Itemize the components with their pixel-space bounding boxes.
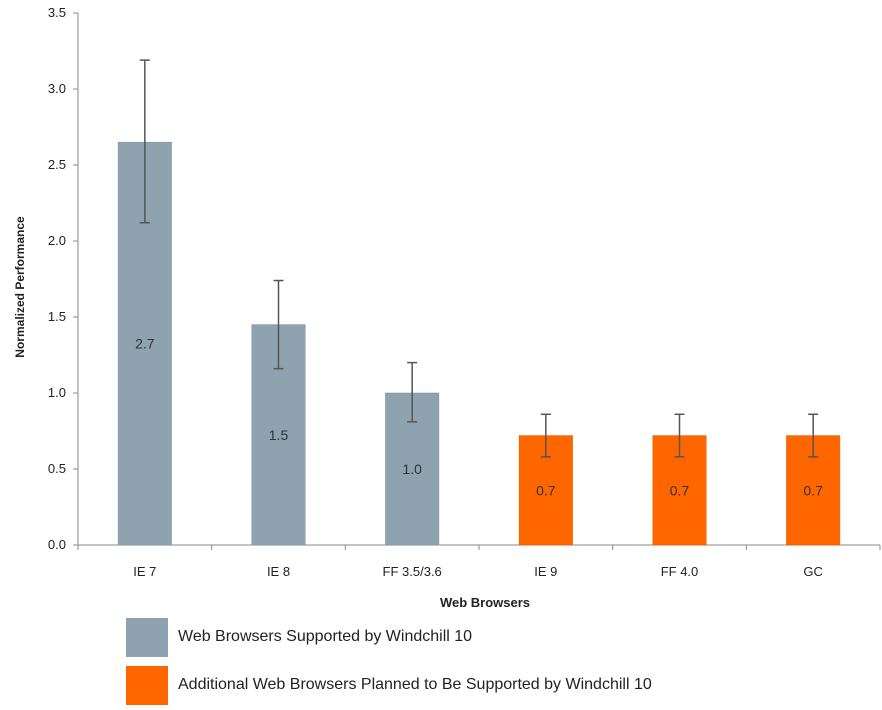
y-tick-label: 1.0 (48, 385, 66, 400)
legend-label-planned: Additional Web Browsers Planned to Be Su… (178, 676, 652, 693)
data-labels: 2.7 1.5 1.0 0.7 0.7 0.7 (135, 336, 823, 499)
legend-label-supported: Web Browsers Supported by Windchill 10 (178, 628, 473, 645)
y-axis: 0.0 0.5 1.0 1.5 2.0 2.5 3.0 3.5 (48, 5, 79, 552)
x-tick-label: IE 7 (133, 564, 156, 579)
data-label: 0.7 (670, 482, 690, 498)
legend-swatch-supported (126, 617, 168, 657)
y-tick-label: 3.0 (48, 81, 66, 96)
data-label: 0.7 (536, 482, 556, 498)
y-tick-label: 0.0 (48, 537, 66, 552)
data-label: 1.5 (269, 427, 289, 443)
x-axis: IE 7 IE 8 FF 3.5/3.6 IE 9 FF 4.0 GC (77, 544, 881, 579)
x-axis-label: Web Browsers (440, 595, 530, 610)
legend-swatch-planned (126, 665, 168, 705)
y-tick-label: 1.5 (48, 309, 66, 324)
data-label: 2.7 (135, 336, 155, 352)
x-tick-label: GC (803, 564, 823, 579)
y-tick-label: 0.5 (48, 461, 66, 476)
data-label: 0.7 (803, 482, 823, 498)
y-tick-label: 3.5 (48, 5, 66, 20)
x-tick-label: IE 8 (267, 564, 290, 579)
y-axis-label: Normalized Performance (13, 216, 27, 358)
y-tick-label: 2.0 (48, 233, 66, 248)
y-tick-label: 2.5 (48, 157, 66, 172)
legend: Web Browsers Supported by Windchill 10 A… (126, 614, 652, 710)
error-bars (139, 59, 819, 458)
x-tick-label: FF 3.5/3.6 (383, 564, 442, 579)
legend-item-supported: Web Browsers Supported by Windchill 10 (126, 614, 652, 660)
legend-item-planned: Additional Web Browsers Planned to Be Su… (126, 662, 652, 708)
bars (117, 141, 841, 546)
x-tick-label: IE 9 (534, 564, 557, 579)
data-label: 1.0 (402, 461, 422, 477)
x-tick-label: FF 4.0 (661, 564, 699, 579)
